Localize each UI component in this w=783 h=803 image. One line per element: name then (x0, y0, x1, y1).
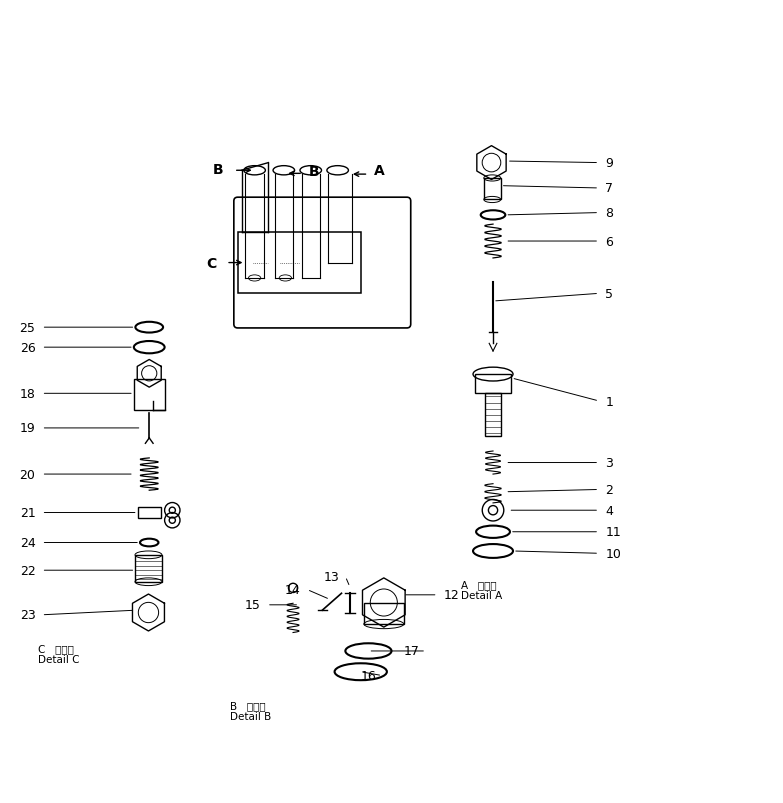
Text: 2: 2 (605, 483, 613, 496)
Text: Detail A: Detail A (460, 590, 502, 600)
Bar (485, 393, 500, 436)
Text: B   拡大図: B 拡大図 (230, 700, 265, 710)
Text: C   拡大図: C 拡大図 (38, 644, 74, 654)
Bar (138, 507, 161, 518)
Text: 8: 8 (605, 207, 613, 220)
Text: 9: 9 (605, 157, 613, 170)
Text: Detail C: Detail C (38, 654, 79, 665)
Bar (135, 555, 162, 582)
Text: 14: 14 (285, 583, 301, 596)
Text: 15: 15 (245, 598, 261, 612)
Text: 16: 16 (360, 669, 376, 683)
Bar (364, 603, 404, 624)
Text: 3: 3 (605, 456, 613, 470)
Text: Detail B: Detail B (230, 711, 271, 721)
Text: A: A (373, 164, 384, 178)
Text: 13: 13 (323, 570, 339, 583)
Text: 18: 18 (20, 387, 35, 401)
Text: 25: 25 (20, 321, 35, 334)
Text: 6: 6 (605, 235, 613, 248)
Text: 12: 12 (444, 589, 460, 601)
Text: 19: 19 (20, 422, 35, 435)
Text: 17: 17 (404, 645, 420, 658)
Text: 7: 7 (605, 182, 613, 195)
Text: 20: 20 (20, 468, 35, 481)
Text: 26: 26 (20, 341, 35, 354)
Text: 11: 11 (605, 526, 621, 539)
Text: C: C (206, 256, 216, 271)
Text: 22: 22 (20, 564, 35, 577)
Text: 5: 5 (605, 287, 613, 300)
Text: A   拡大図: A 拡大図 (460, 579, 496, 589)
Text: 10: 10 (605, 547, 621, 560)
Bar (474, 375, 511, 393)
Text: 1: 1 (605, 395, 613, 408)
Text: B: B (309, 165, 319, 179)
Text: 21: 21 (20, 507, 35, 520)
Text: 24: 24 (20, 536, 35, 549)
Bar (134, 380, 164, 410)
Text: B: B (213, 162, 224, 177)
Bar (484, 179, 500, 200)
Text: 23: 23 (20, 609, 35, 622)
Bar (238, 233, 361, 294)
Text: 4: 4 (605, 504, 613, 517)
